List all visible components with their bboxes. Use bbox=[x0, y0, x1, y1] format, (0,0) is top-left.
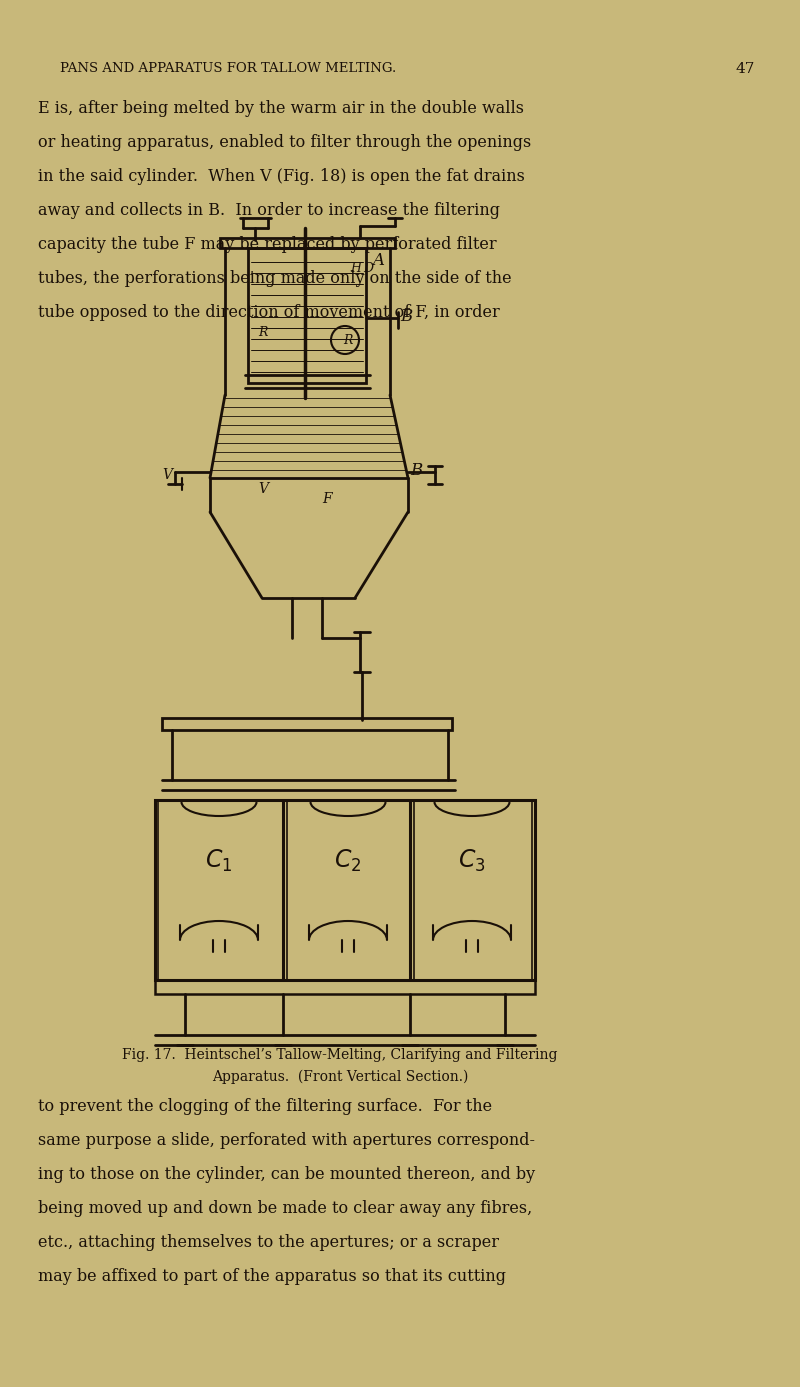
Text: same purpose a slide, perforated with apertures correspond-: same purpose a slide, perforated with ap… bbox=[38, 1132, 535, 1148]
Text: D: D bbox=[363, 262, 373, 275]
Text: R: R bbox=[258, 326, 268, 338]
Text: tubes, the perforations being made only on the side of the: tubes, the perforations being made only … bbox=[38, 270, 512, 287]
Text: Fig. 17.  Heintschel’s Tallow-Melting, Clarifying and Filtering: Fig. 17. Heintschel’s Tallow-Melting, Cl… bbox=[122, 1049, 558, 1062]
Text: B: B bbox=[410, 462, 422, 479]
Text: being moved up and down be made to clear away any fibres,: being moved up and down be made to clear… bbox=[38, 1200, 532, 1216]
Text: R: R bbox=[343, 334, 352, 348]
Text: A: A bbox=[372, 252, 384, 269]
Bar bbox=[155, 800, 535, 981]
Text: $C_2$: $C_2$ bbox=[334, 847, 362, 874]
Text: or heating apparatus, enabled to filter through the openings: or heating apparatus, enabled to filter … bbox=[38, 135, 531, 151]
Text: PANS AND APPARATUS FOR TALLOW MELTING.: PANS AND APPARATUS FOR TALLOW MELTING. bbox=[60, 62, 396, 75]
Bar bbox=[248, 248, 366, 383]
Text: etc., attaching themselves to the apertures; or a scraper: etc., attaching themselves to the apertu… bbox=[38, 1234, 499, 1251]
Text: in the said cylinder.  When V (Fig. 18) is open the fat drains: in the said cylinder. When V (Fig. 18) i… bbox=[38, 168, 525, 184]
Text: away and collects in B.  In order to increase the filtering: away and collects in B. In order to incr… bbox=[38, 203, 500, 219]
Text: $C_3$: $C_3$ bbox=[458, 847, 486, 874]
Bar bbox=[155, 981, 535, 994]
Text: E is, after being melted by the warm air in the double walls: E is, after being melted by the warm air… bbox=[38, 100, 524, 117]
Text: to prevent the clogging of the filtering surface.  For the: to prevent the clogging of the filtering… bbox=[38, 1099, 492, 1115]
Text: V: V bbox=[258, 483, 268, 497]
Text: H: H bbox=[350, 262, 361, 275]
Text: B: B bbox=[400, 308, 412, 325]
Text: V: V bbox=[162, 467, 172, 483]
Bar bbox=[162, 718, 452, 730]
Text: capacity the tube F may be replaced by perforated filter: capacity the tube F may be replaced by p… bbox=[38, 236, 497, 252]
Text: tube opposed to the direction of movement of F, in order: tube opposed to the direction of movemen… bbox=[38, 304, 500, 320]
Text: Apparatus.  (Front Vertical Section.): Apparatus. (Front Vertical Section.) bbox=[212, 1069, 468, 1085]
Text: $C_1$: $C_1$ bbox=[206, 847, 233, 874]
Text: ing to those on the cylinder, can be mounted thereon, and by: ing to those on the cylinder, can be mou… bbox=[38, 1166, 535, 1183]
Text: 47: 47 bbox=[735, 62, 754, 76]
Bar bbox=[220, 239, 395, 248]
Text: may be affixed to part of the apparatus so that its cutting: may be affixed to part of the apparatus … bbox=[38, 1268, 506, 1284]
Text: F: F bbox=[322, 492, 332, 506]
